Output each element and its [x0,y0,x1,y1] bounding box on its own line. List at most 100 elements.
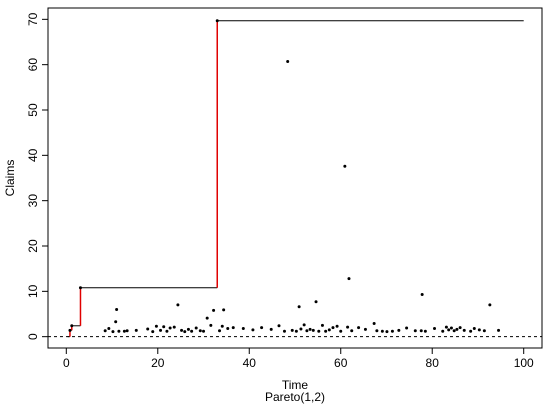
claim-point [317,329,321,333]
claim-point [190,329,194,333]
claim-point [452,329,456,333]
claim-point [212,308,216,312]
claim-point [154,324,158,328]
claim-point [290,328,294,332]
y-tick-label: 20 [26,239,40,253]
claim-point [68,328,72,332]
claim-point [299,327,303,331]
claim-point [115,307,119,311]
claim-point [420,293,424,297]
claim-point [209,323,213,327]
claim-point [302,323,306,327]
claim-point [162,325,166,329]
claim-point [186,327,190,331]
x-tick-label: 60 [334,356,348,370]
claim-point [198,329,202,333]
claim-point [327,328,331,332]
claim-point [311,328,315,332]
claim-point [363,327,367,331]
claim-point [282,329,286,333]
claim-point [397,328,401,332]
claim-point [107,327,111,331]
claim-point [350,329,354,333]
claim-point [314,300,318,304]
claim-point [458,326,462,330]
plot-frame [47,7,543,349]
y-tick-label: 10 [26,284,40,298]
claim-point [305,329,309,333]
x-tick-label: 0 [63,356,70,370]
claim-point [308,327,312,331]
claim-point [372,322,376,326]
x-axis-ticks: 0 20 40 60 80 100 [63,348,534,370]
x-tick-label: 40 [243,356,257,370]
claim-point [134,328,138,332]
claim-point [320,323,324,327]
y-tick-label: 40 [26,148,40,162]
claim-point [215,19,219,23]
claim-point [286,59,290,63]
claim-point [294,329,298,333]
claim-point [347,277,351,281]
y-axis-label: Claims [3,160,17,197]
y-tick-label: 0 [26,333,40,340]
claim-point [441,329,445,333]
claim-point [114,320,118,324]
claim-point [165,329,169,333]
claim-point [455,327,459,331]
y-tick-label: 30 [26,194,40,208]
claim-point [469,329,473,333]
claim-point [343,164,347,168]
claim-point [277,324,281,328]
claim-point [122,329,126,333]
claim-point [269,327,273,331]
claim-point [260,326,264,330]
claim-point [251,328,255,332]
claim-point [222,308,226,312]
y-tick-label: 50 [26,103,40,117]
claim-point [111,330,115,334]
claim-point [335,324,339,328]
claim-point [103,329,107,333]
claim-point [194,326,198,330]
claim-point [176,303,180,307]
y-tick-label: 70 [26,12,40,26]
claim-point [202,329,206,333]
x-tick-label: 100 [514,356,534,370]
claim-point [482,329,486,333]
claim-point [297,305,301,309]
claim-point [447,328,451,332]
claim-point [183,330,187,334]
y-tick-label: 60 [26,58,40,72]
claim-point [226,327,230,331]
claim-point [497,328,501,332]
claim-point [125,329,129,333]
claim-point [477,328,481,332]
claim-point [151,330,155,334]
claim-point [444,325,448,329]
claim-point [324,329,328,333]
claim-point [488,303,492,307]
claim-point [117,329,121,333]
claim-point [172,325,176,329]
claim-point [472,327,476,331]
claim-point [159,328,163,332]
claim-point [419,329,423,333]
x-tick-label: 20 [151,356,165,370]
claim-points [68,19,501,334]
x-tick-label: 80 [426,356,440,370]
claim-point [146,327,150,331]
claim-point [346,325,350,329]
claim-point [449,326,453,330]
claim-point [385,330,389,334]
x-axis-sublabel: Pareto(1,2) [265,390,325,404]
claim-point [339,329,343,333]
claim-point [78,286,82,290]
claim-point [380,329,384,333]
claim-point [433,327,437,331]
claim-point [357,326,361,330]
claim-point [375,329,379,333]
claim-point [205,316,209,320]
claim-point [241,327,245,331]
